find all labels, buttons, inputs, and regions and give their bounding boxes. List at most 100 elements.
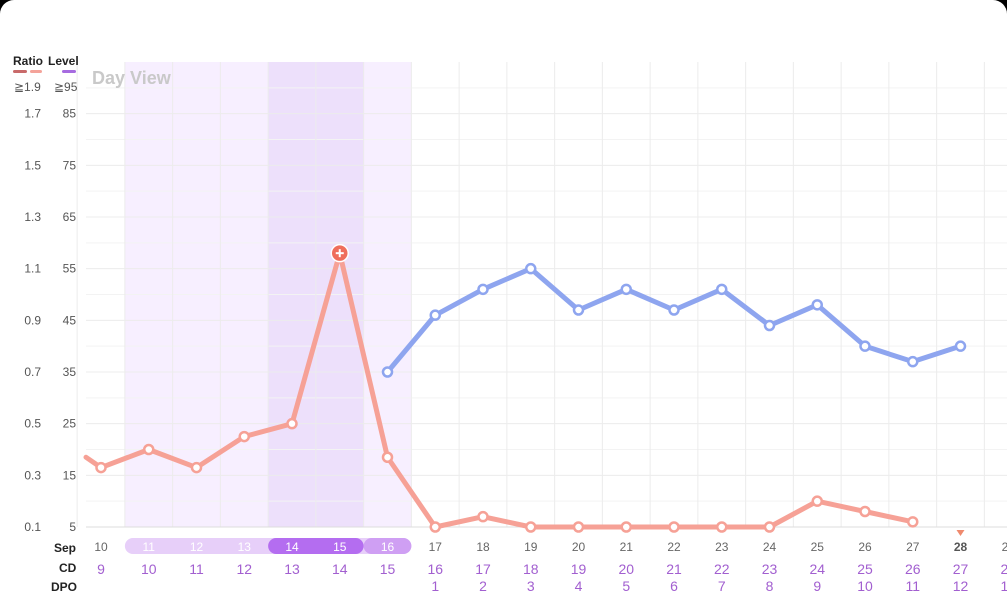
ratio-tick-label: 0.9 [24,313,41,327]
dpo-label: 9 [813,578,821,594]
ratio-point [429,521,441,533]
dpo-label: 3 [527,578,535,594]
date-label: 28 [954,540,968,554]
level-tick-label: 65 [63,210,77,224]
ratio-point [716,521,728,533]
day-view-title[interactable]: Day View [92,68,171,88]
ratio-point [525,521,537,533]
date-label: 23 [715,540,729,554]
cd-label: 26 [905,561,921,577]
date-label: 11 [143,540,156,554]
cd-label: 23 [762,561,778,577]
cd-label: 13 [284,561,300,577]
ratio-point [381,451,394,463]
cd-label: 10 [141,561,157,577]
cd-label: 12 [236,561,252,577]
level-point [429,309,441,321]
peak-date-pill [268,538,364,554]
cd-label: 21 [666,561,682,577]
date-label: 15 [333,540,347,554]
cd-label: 14 [332,561,348,577]
legend-level-swatch [62,70,76,73]
cd-label: 18 [523,561,539,577]
ratio-point [95,461,107,474]
dpo-row-label: DPO [51,580,78,594]
cd-label: 28 [1000,561,1007,577]
level-tick-label: 15 [63,468,77,482]
dpo-label: 10 [857,578,873,594]
date-label: 10 [94,540,108,554]
month-row-label: Sep [54,541,77,555]
level-tick-label: 35 [63,365,77,379]
dpo-label: 2 [479,578,487,594]
date-label: 16 [381,540,395,554]
date-label: 22 [667,540,681,554]
ratio-point [811,495,823,507]
date-label: 18 [476,540,490,554]
ratio-tick-label: 1.1 [24,262,41,276]
level-point [954,340,967,352]
post-peak-date-pill [363,538,412,554]
dpo-label: 11 [905,578,920,594]
date-label: 26 [858,540,872,554]
dpo-label: 5 [622,578,630,594]
ratio-tick-label: 1.3 [24,210,41,224]
ratio-tick-label: 0.5 [24,417,41,431]
date-label: 21 [620,540,634,554]
cd-label: 17 [475,561,491,577]
cd-label: 11 [189,561,204,577]
today-marker-icon [956,530,965,536]
level-tick-label: 5 [69,520,76,534]
ratio-tick-label: 0.7 [24,365,41,379]
cd-label: 24 [809,561,825,577]
date-label: 20 [572,540,586,554]
cd-label: 15 [380,561,396,577]
cd-label: 20 [618,561,634,577]
level-point [525,262,537,275]
ratio-point [286,417,298,430]
legend-level-max: ≧95 [54,80,78,94]
ratio-point [190,461,203,474]
date-label: 19 [524,540,538,554]
level-point [811,299,823,311]
ratio-tick-label: 1.5 [24,158,41,172]
cd-row-label: CD [59,561,77,575]
date-label: 14 [285,540,299,554]
legend-ratio-swatch-light [30,70,42,73]
level-point [620,283,632,296]
ratio-point [763,521,776,533]
ratio-point [238,430,250,443]
cd-label: 22 [714,561,730,577]
level-tick-label: 85 [63,107,77,121]
cd-label: 9 [97,561,105,577]
level-point [477,283,489,296]
ratio-point [572,521,585,533]
dpo-label: 12 [953,578,969,594]
ratio-tick-label: 0.1 [24,520,41,534]
level-tick-label: 25 [63,417,77,431]
cd-label: 27 [953,561,969,577]
dpo-label: 6 [670,578,678,594]
level-point [763,319,776,332]
date-label: 17 [429,540,443,554]
dpo-label: 1 [431,578,439,594]
date-label: 12 [190,540,204,554]
level-point [716,283,728,296]
level-point [572,304,585,316]
level-point [381,366,394,378]
ratio-point [143,443,155,456]
ratio-point [859,505,871,518]
cd-label: 19 [571,561,587,577]
date-label: 29 [1002,540,1007,554]
level-tick-label: 45 [63,313,77,327]
legend-ratio-max: ≧1.9 [14,80,41,94]
legend-level-label: Level [48,54,79,68]
legend-ratio-label: Ratio [13,54,43,68]
dpo-label: 7 [718,578,726,594]
level-tick-label: 55 [63,262,77,276]
level-point [668,304,680,316]
cd-label: 16 [427,561,443,577]
ratio-point [620,521,632,533]
